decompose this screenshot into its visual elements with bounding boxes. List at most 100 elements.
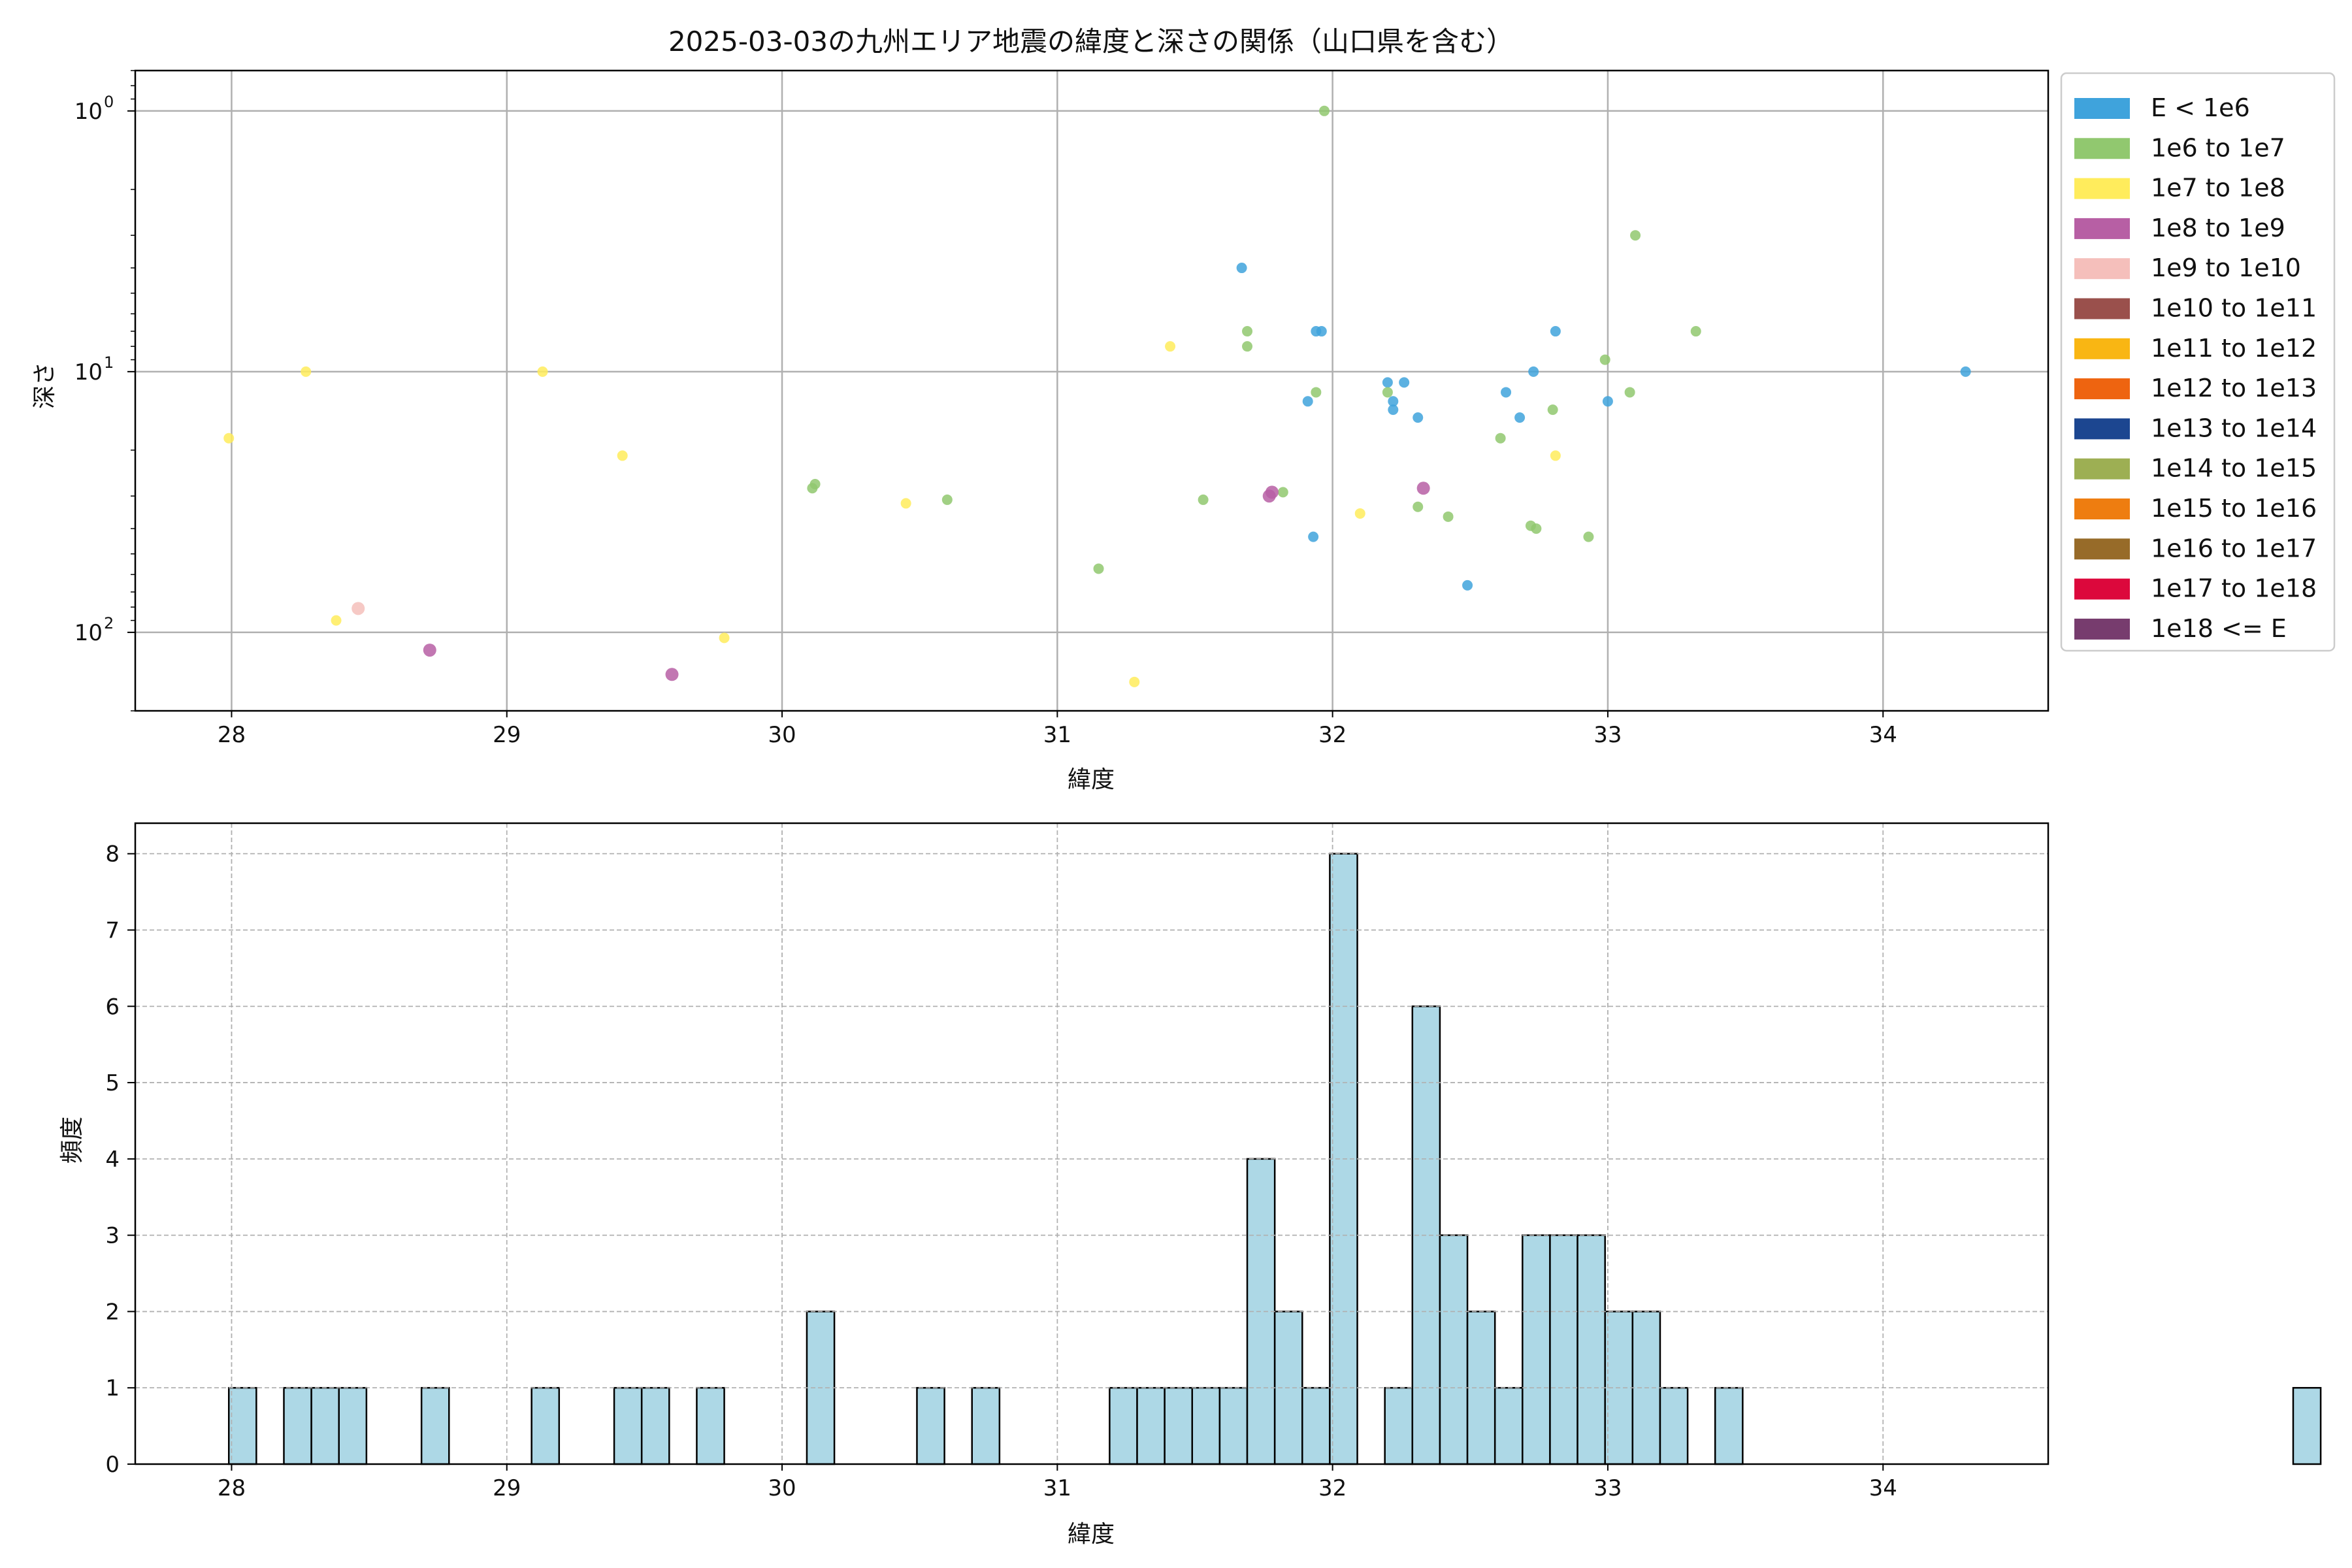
scatter-y-tick-base: 10 <box>74 99 103 125</box>
histogram-bar <box>283 1386 312 1465</box>
scatter-point <box>223 433 235 444</box>
scatter-y-tick-exponent: 1 <box>104 353 114 372</box>
histogram-y-tick-label: 7 <box>105 918 120 944</box>
scatter-point <box>423 644 436 657</box>
scatter-point <box>1602 396 1613 407</box>
scatter-point <box>1382 387 1393 398</box>
histogram-bar <box>1384 1386 1414 1465</box>
scatter-point <box>1308 531 1319 542</box>
histogram-y-tick-label: 6 <box>105 994 120 1020</box>
scatter-point <box>617 450 628 461</box>
figure-title: 2025-03-03の九州エリア地震の緯度と深さの関係（山口県を含む） <box>668 25 1514 57</box>
legend-swatch <box>2074 98 2130 119</box>
scatter-y-tick-base: 10 <box>74 620 103 646</box>
scatter-points <box>223 105 1971 687</box>
histogram-x-tick-label: 31 <box>1043 1475 1071 1501</box>
legend-label: 1e8 to 1e9 <box>2151 214 2285 242</box>
scatter-point <box>1413 501 1424 512</box>
scatter-point <box>1129 676 1140 687</box>
histogram-y-tick-label: 5 <box>105 1070 120 1096</box>
histogram-y-tick-label: 1 <box>105 1375 120 1401</box>
legend-label: 1e15 to 1e16 <box>2151 494 2317 523</box>
legend-label: 1e11 to 1e12 <box>2151 334 2317 363</box>
scatter-point <box>1583 531 1594 542</box>
histogram-gridlines-overlay <box>135 823 2048 1465</box>
histogram-bar <box>227 1386 257 1465</box>
scatter-point <box>1399 377 1410 388</box>
histogram-bar <box>1659 1386 1689 1465</box>
legend-label: 1e18 <= E <box>2151 614 2287 643</box>
histogram-bar <box>1164 1386 1194 1465</box>
scatter-point <box>1690 326 1701 337</box>
scatter-x-tick-label: 33 <box>1593 722 1622 748</box>
legend-label: 1e14 to 1e15 <box>2151 454 2317 483</box>
scatter-point <box>900 498 911 509</box>
scatter-x-axis-label: 緯度 <box>1068 766 1115 793</box>
scatter-point <box>1316 326 1327 337</box>
histogram-bar <box>1576 1234 1606 1465</box>
scatter-point <box>1165 341 1176 352</box>
histogram-bar <box>1714 1386 1744 1465</box>
scatter-x-tick-label: 28 <box>218 722 246 748</box>
scatter-point <box>1550 450 1561 461</box>
histogram-y-axis-label: 頻度 <box>59 1117 86 1164</box>
scatter-point <box>807 483 818 494</box>
histogram-y-tick-label: 4 <box>105 1147 120 1173</box>
scatter-point <box>1547 404 1558 416</box>
legend-swatch <box>2074 138 2130 159</box>
scatter-point <box>1262 489 1276 503</box>
legend-swatch <box>2074 178 2130 199</box>
legend-label: 1e7 to 1e8 <box>2151 174 2285 203</box>
scatter-point <box>1093 563 1104 574</box>
histogram-bar <box>338 1386 368 1465</box>
histogram-bar <box>531 1386 561 1465</box>
scatter-point <box>1624 387 1635 398</box>
histogram-bar <box>640 1386 670 1465</box>
scatter-point <box>1960 366 1971 377</box>
histogram-bar <box>2292 1386 2322 1465</box>
histogram-bar <box>1301 1386 1331 1465</box>
scatter-point <box>1443 511 1454 522</box>
scatter-x-tick-label: 31 <box>1043 722 1071 748</box>
scatter-y-tick-label: 10 <box>74 359 103 385</box>
scatter-point <box>1242 341 1253 352</box>
legend-label: 1e13 to 1e14 <box>2151 414 2317 442</box>
scatter-y-tick-exponent: 0 <box>104 93 114 111</box>
scatter-point <box>1388 396 1399 407</box>
histogram-y-ticks: 0 1 2 3 4 5 6 7 8 <box>105 841 135 1478</box>
histogram-bar <box>310 1386 340 1465</box>
histogram-bar <box>1191 1386 1221 1465</box>
scatter-point <box>1550 326 1561 337</box>
legend-label: 1e10 to 1e11 <box>2151 294 2317 323</box>
legend-swatch <box>2074 418 2130 440</box>
histogram-x-tick-label: 32 <box>1318 1475 1347 1501</box>
scatter-point <box>1302 396 1313 407</box>
scatter-point <box>537 366 548 377</box>
histogram-x-tick-label: 34 <box>1869 1475 1897 1501</box>
histogram-bar <box>613 1386 643 1465</box>
scatter-point <box>1388 404 1399 416</box>
legend-swatch <box>2074 338 2130 359</box>
histogram-y-tick-label: 0 <box>105 1452 120 1478</box>
histogram-x-tick-label: 29 <box>493 1475 521 1501</box>
histogram-bar <box>1136 1386 1166 1465</box>
histogram-bar <box>971 1386 1001 1465</box>
histogram-x-ticks: 28 29 30 31 32 33 34 <box>218 1464 1897 1501</box>
scatter-x-tick-label: 34 <box>1869 722 1897 748</box>
scatter-gridlines <box>135 71 2048 711</box>
scatter-point <box>1416 482 1430 495</box>
scatter-y-axis-label: 深さ <box>31 362 58 409</box>
histogram-y-tick-label: 8 <box>105 841 120 868</box>
legend-label: 1e6 to 1e7 <box>2151 133 2285 162</box>
scatter-point <box>1354 508 1365 519</box>
legend-swatch <box>2074 458 2130 480</box>
scatter-y-tick-exponent: 2 <box>104 614 114 632</box>
scatter-point <box>1531 523 1542 534</box>
scatter-point <box>1514 412 1526 423</box>
scatter-y-tick-label: 10 <box>74 620 103 646</box>
scatter-point <box>1501 387 1512 398</box>
